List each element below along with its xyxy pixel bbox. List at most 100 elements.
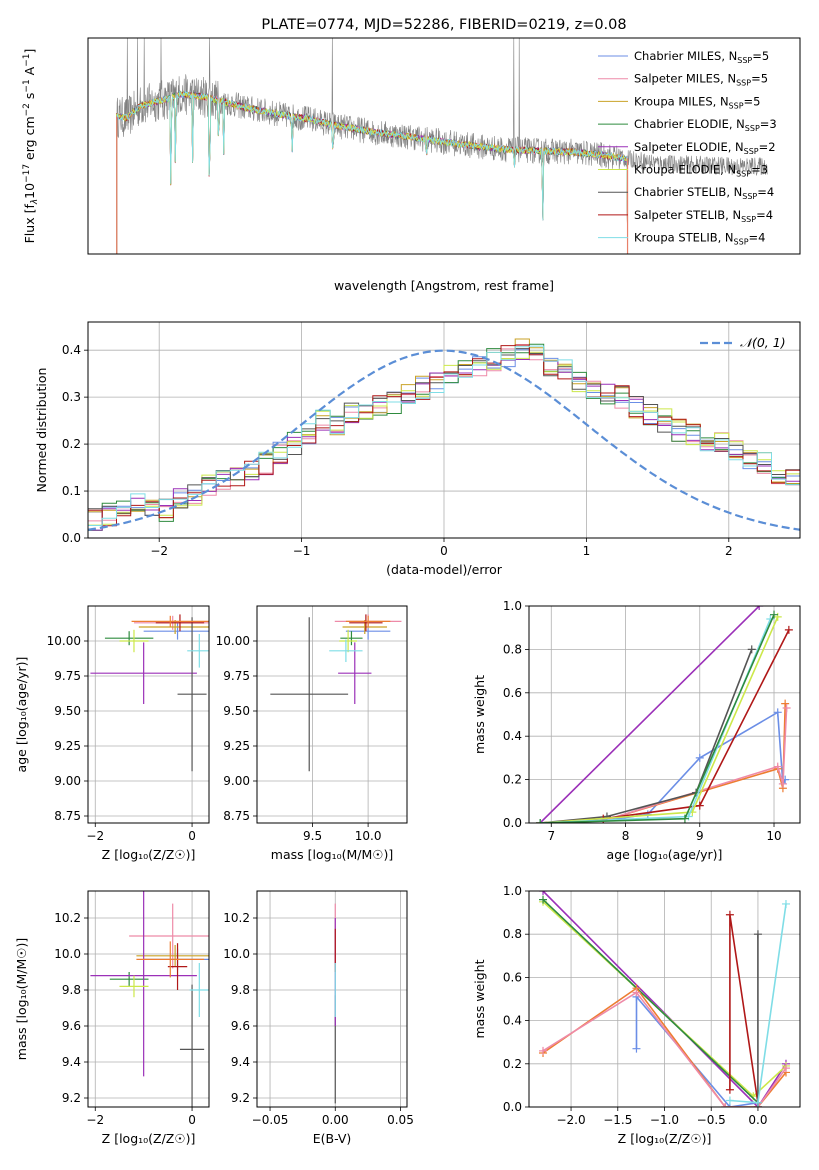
y-tick-label: 9.25 bbox=[54, 739, 81, 753]
y-axis-label-part: 10 bbox=[22, 183, 37, 199]
legend-entry: Salpeter ELODIE, NSSP=2 bbox=[634, 140, 776, 156]
y-tick-label: 0.1 bbox=[62, 484, 81, 498]
y-tick-label: 0.8 bbox=[503, 642, 522, 656]
x-axis-label: Z [log₁₀(Z/Z☉)] bbox=[102, 1131, 196, 1146]
x-axis-label: mass [log₁₀(M/M☉)] bbox=[271, 847, 393, 862]
legend-entry-subscript: SSP bbox=[737, 56, 752, 65]
legend-entry-suffix: =3 bbox=[751, 163, 768, 177]
error-bar-point bbox=[270, 617, 349, 772]
weight-marker bbox=[695, 801, 704, 810]
y-tick-label: 8.75 bbox=[223, 809, 250, 823]
y-tick-label: 0.4 bbox=[62, 343, 81, 357]
weight-age-panel: 7 8 9 10 0.0 0.2 0.4 0.6 0.8 1.0 age [log₁₀(age/yr… bbox=[472, 599, 801, 862]
weight-series bbox=[632, 992, 762, 1107]
y-tick-label: 0.2 bbox=[503, 773, 522, 787]
mass-Z-frame bbox=[87, 890, 210, 1108]
observed-spectrum-line bbox=[116, 38, 768, 177]
weight-series-line bbox=[542, 899, 759, 1104]
age-Z-panel: −2 0 8.75 9.00 9.25 9.50 9.75 10.00 Z [log₁₀(Z/Z… bbox=[14, 605, 210, 862]
error-bar-point bbox=[339, 629, 357, 653]
legend-entry: Kroupa MILES, NSSP=5 bbox=[634, 94, 760, 110]
x-tick-label: −1 bbox=[293, 544, 311, 558]
y-tick-label: 1.0 bbox=[503, 884, 522, 898]
legend-entry-text: Kroupa STELIB, N bbox=[634, 231, 734, 245]
y-tick-label: 9.25 bbox=[223, 739, 250, 753]
mass-Z-plot-area bbox=[90, 891, 209, 1107]
error-bar-point bbox=[104, 631, 154, 646]
legend-entry: Kroupa STELIB, NSSP=4 bbox=[634, 231, 765, 247]
y-tick-label: 9.75 bbox=[54, 669, 81, 683]
weight-series-line bbox=[540, 707, 788, 823]
weight-marker bbox=[747, 645, 756, 654]
x-tick-label: −2 bbox=[150, 544, 168, 558]
legend-entry-suffix: =5 bbox=[744, 94, 761, 108]
error-bar-point bbox=[340, 631, 363, 646]
y-axis-label-part: −1 bbox=[22, 79, 32, 92]
y-axis-label-part: Flux [f bbox=[22, 204, 37, 244]
x-tick-label: 2 bbox=[725, 544, 733, 558]
legend-entry: Chabrier MILES, NSSP=5 bbox=[634, 49, 769, 65]
x-tick-label: 0.00 bbox=[322, 1113, 349, 1127]
y-tick-label: 1.0 bbox=[503, 599, 522, 613]
legend-entry-suffix: =4 bbox=[757, 185, 774, 199]
legend-entry: Chabrier STELIB, NSSP=4 bbox=[634, 185, 774, 201]
weight-series bbox=[536, 615, 775, 823]
y-tick-label: 0.6 bbox=[503, 970, 522, 984]
histogram-step-line bbox=[88, 338, 800, 519]
y-tick-label: 10.2 bbox=[223, 911, 250, 925]
weight-series bbox=[539, 895, 762, 1107]
weight-marker bbox=[632, 988, 641, 997]
weight-marker bbox=[536, 819, 545, 823]
weight-series bbox=[536, 606, 764, 823]
x-tick-label: −0.5 bbox=[697, 1113, 726, 1127]
error-bar-point bbox=[187, 634, 209, 668]
weight-marker bbox=[539, 891, 548, 895]
error-bar-point bbox=[143, 622, 209, 640]
y-tick-label: 0.3 bbox=[62, 390, 81, 404]
legend-entry-text: Kroupa MILES, N bbox=[634, 94, 729, 108]
y-tick-label: 10.2 bbox=[54, 911, 81, 925]
x-tick-label: 0.05 bbox=[387, 1113, 414, 1127]
y-tick-label: 9.2 bbox=[231, 1091, 250, 1105]
error-bar-point bbox=[349, 614, 383, 632]
spectrum-frame bbox=[87, 37, 801, 255]
legend-entry: Kroupa ELODIE, NSSP=3 bbox=[634, 163, 768, 179]
weight-marker bbox=[781, 1064, 790, 1073]
x-tick-label: −2 bbox=[86, 829, 104, 843]
error-bar-point bbox=[129, 903, 209, 969]
error-bar-point bbox=[136, 941, 205, 978]
mass-Z-panel: −2 0 9.2 9.4 9.6 9.8 10.0 10.2 Z [log₁₀(Z/Z☉)] ma… bbox=[14, 890, 210, 1146]
y-tick-label: 10.00 bbox=[47, 634, 81, 648]
age-mass-panel: 9.5 10.0 8.75 9.00 9.25 9.50 9.75 10.00 mass [lo… bbox=[216, 605, 408, 862]
y-axis-label-part: −17 bbox=[22, 164, 32, 183]
y-tick-label: 0.0 bbox=[503, 816, 522, 830]
x-tick-label: −1.5 bbox=[603, 1113, 632, 1127]
weight-series-line bbox=[540, 703, 786, 823]
weight-marker bbox=[721, 1103, 730, 1107]
y-axis-label-part: s bbox=[22, 93, 37, 104]
y-tick-label: 10.0 bbox=[223, 947, 250, 961]
weight-marker bbox=[725, 1096, 734, 1105]
y-tick-label: 9.50 bbox=[54, 704, 81, 718]
legend-entry-subscript: SSP bbox=[744, 147, 759, 156]
x-tick-label: 8 bbox=[622, 829, 630, 843]
mass-ebv-panel: −0.05 0.00 0.05 9.2 9.4 9.6 9.8 10.0 10.2 E(B-V) bbox=[223, 890, 414, 1146]
y-tick-label: 9.2 bbox=[62, 1091, 81, 1105]
weight-marker bbox=[755, 606, 764, 610]
legend-entry-subscript: SSP bbox=[742, 192, 757, 201]
legend-entry-text: Salpeter ELODIE, N bbox=[634, 140, 744, 154]
x-tick-label: −2.0 bbox=[556, 1113, 585, 1127]
weight-series bbox=[539, 988, 790, 1107]
weight-marker bbox=[781, 899, 790, 908]
error-bar-point bbox=[90, 891, 197, 1077]
x-tick-label: −2 bbox=[86, 1113, 104, 1127]
weight-marker bbox=[725, 1085, 734, 1094]
histogram-step-line bbox=[88, 352, 800, 531]
error-bar-point bbox=[119, 629, 149, 653]
legend-entry-suffix: =5 bbox=[751, 72, 768, 86]
legend-entry: Salpeter STELIB, NSSP=4 bbox=[634, 208, 773, 224]
weight-series-line bbox=[540, 614, 775, 823]
y-axis-label-part: −1 bbox=[22, 54, 32, 67]
age-mass-plot-area bbox=[270, 614, 402, 772]
error-bar-point bbox=[342, 620, 387, 634]
